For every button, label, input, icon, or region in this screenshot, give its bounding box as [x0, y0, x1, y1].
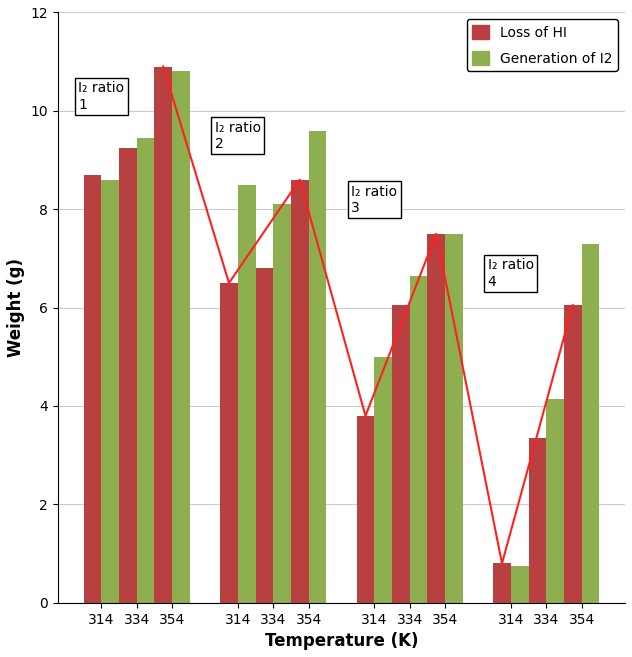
Text: I₂ ratio
1: I₂ ratio 1	[78, 81, 125, 112]
Bar	[220, 283, 238, 602]
Bar	[445, 234, 463, 602]
Bar	[172, 72, 190, 602]
Text: I₂ ratio
3: I₂ ratio 3	[351, 185, 398, 215]
Bar	[528, 438, 546, 602]
Bar	[392, 305, 410, 602]
Bar	[564, 305, 581, 602]
Bar	[581, 244, 599, 602]
Bar	[410, 276, 427, 602]
Bar	[137, 138, 154, 602]
Bar	[119, 148, 137, 602]
Bar	[238, 185, 255, 602]
Bar	[154, 66, 172, 602]
Bar	[83, 175, 101, 602]
Bar	[356, 416, 374, 602]
Bar	[511, 566, 528, 602]
Bar	[273, 204, 291, 602]
Bar	[427, 234, 445, 602]
Bar	[101, 180, 119, 602]
Bar	[255, 268, 273, 602]
Bar	[291, 180, 308, 602]
Bar	[308, 131, 326, 602]
Bar	[493, 564, 511, 602]
Text: I₂ ratio
4: I₂ ratio 4	[488, 258, 534, 288]
Bar	[374, 357, 392, 602]
Legend: Loss of HI, Generation of I2: Loss of HI, Generation of I2	[466, 20, 618, 71]
Bar	[546, 399, 564, 602]
X-axis label: Temperature (K): Temperature (K)	[265, 632, 418, 650]
Text: I₂ ratio
2: I₂ ratio 2	[215, 121, 261, 151]
Y-axis label: Weight (g): Weight (g)	[7, 258, 25, 357]
